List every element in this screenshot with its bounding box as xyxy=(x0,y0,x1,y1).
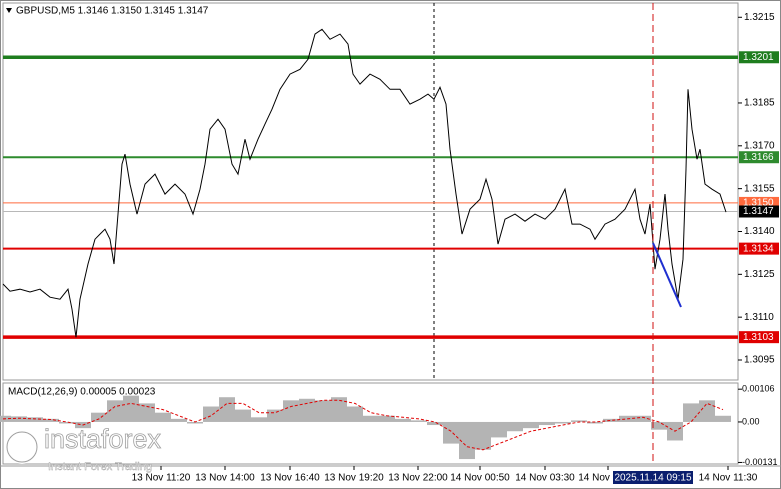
x-tick-label: 13 Nov 14:00 xyxy=(195,473,255,484)
histogram-bar xyxy=(427,421,443,426)
histogram-bar xyxy=(283,400,299,422)
price-line xyxy=(2,28,727,338)
chart-title: GBPUSD,M5 1.3146 1.3150 1.3145 1.3147 xyxy=(16,6,209,17)
y-tick-label: 0.00106 xyxy=(742,384,775,394)
y-tick-label: 1.3215 xyxy=(744,12,775,23)
histogram-bar xyxy=(27,417,43,422)
panel-border xyxy=(2,2,739,381)
x-tick-label: 13 Nov 19:20 xyxy=(324,473,384,484)
histogram-bar xyxy=(619,415,635,422)
x-tick-label: 14 Nov 06:10 xyxy=(578,473,638,484)
histogram-bar xyxy=(363,415,379,422)
price-level-box xyxy=(739,242,779,255)
y-tick-label: 1.3095 xyxy=(744,355,775,366)
histogram-bar xyxy=(683,403,699,422)
logo-icon-outline xyxy=(6,431,38,463)
histogram-bar xyxy=(395,418,411,422)
histogram-bar xyxy=(507,421,523,432)
price-level-label: 1.3166 xyxy=(743,152,774,163)
logo-tagline: Instant Forex Trading xyxy=(48,461,152,473)
trend-line xyxy=(652,242,682,308)
histogram-bar xyxy=(523,421,539,429)
histogram-bar xyxy=(651,421,667,430)
price-level-box xyxy=(739,205,779,218)
x-tick-label: 13 Nov 22:00 xyxy=(388,473,448,484)
cursor-label-box xyxy=(613,471,693,484)
price-level-box xyxy=(739,331,779,344)
price-level-box xyxy=(739,151,779,164)
y-tick-label: 1.3140 xyxy=(744,226,775,237)
histogram-bar xyxy=(123,395,139,422)
menu-arrow xyxy=(6,8,12,13)
price-level-label: 1.3103 xyxy=(743,332,774,343)
histogram-bar xyxy=(571,420,587,422)
histogram-bar xyxy=(187,421,203,424)
x-tick-label: 14 Nov 00:50 xyxy=(450,473,510,484)
histogram-bar xyxy=(267,409,283,422)
signal-line xyxy=(2,399,724,451)
histogram-bar xyxy=(715,415,731,422)
x-tick-label: 13 Nov 11:20 xyxy=(132,473,191,484)
cursor-label: 2025.11.14 09:15 xyxy=(614,473,692,484)
histogram-bar xyxy=(235,409,251,422)
y-tick-label: 1.3170 xyxy=(744,140,775,151)
y-tick-label: -0.00131 xyxy=(742,457,778,467)
histogram-bar xyxy=(411,420,427,422)
x-tick-label: 14 Nov 11:30 xyxy=(699,473,758,484)
histogram-bar xyxy=(59,421,75,424)
histogram-bar xyxy=(459,421,475,460)
histogram-bar xyxy=(443,421,459,444)
histogram-bar xyxy=(347,406,363,422)
indicator-title: MACD(12,26,9) 0.00005 0.00023 xyxy=(8,387,156,398)
histogram-bar xyxy=(699,400,715,422)
histogram-bar xyxy=(11,416,27,422)
histogram-bar xyxy=(331,397,347,422)
price-level-label: 1.3201 xyxy=(743,52,774,63)
histogram-bar xyxy=(491,421,507,438)
price-level-label: 1.3147 xyxy=(743,206,774,217)
price-level-label: 1.3134 xyxy=(743,243,774,254)
histogram-bar xyxy=(539,421,555,426)
histogram-bar xyxy=(171,418,187,422)
x-tick-label: 14 Nov 03:30 xyxy=(515,473,575,484)
histogram-bar xyxy=(587,421,603,424)
histogram-bar xyxy=(91,412,107,422)
x-tick-label: 13 Nov 16:40 xyxy=(260,473,320,484)
price-level-box xyxy=(739,51,779,64)
histogram-bar xyxy=(475,421,491,450)
histogram-bar xyxy=(43,418,59,422)
y-tick-label: 1.3155 xyxy=(744,183,775,194)
histogram-bar xyxy=(219,397,235,422)
y-tick-label: 0.00 xyxy=(742,416,760,426)
histogram-bar xyxy=(315,400,331,422)
histogram-bar xyxy=(379,415,395,422)
logo-name: instaforex xyxy=(44,424,162,454)
price-level-label: 1.3150 xyxy=(743,198,774,209)
histogram-bar xyxy=(603,418,619,422)
histogram-bar xyxy=(203,406,219,422)
y-tick-label: 1.3125 xyxy=(744,269,775,280)
logo: instaforex Instant Forex Trading xyxy=(5,424,162,473)
panel-border xyxy=(2,382,739,465)
histogram-bar xyxy=(555,421,571,424)
y-tick-label: 1.3185 xyxy=(744,98,775,109)
histogram-bar xyxy=(155,412,171,422)
histogram-bar xyxy=(299,398,315,422)
y-tick-label: 1.3110 xyxy=(744,312,774,323)
histogram-bar xyxy=(139,403,155,422)
histogram-bar xyxy=(251,417,267,422)
histogram-bar xyxy=(635,415,651,422)
